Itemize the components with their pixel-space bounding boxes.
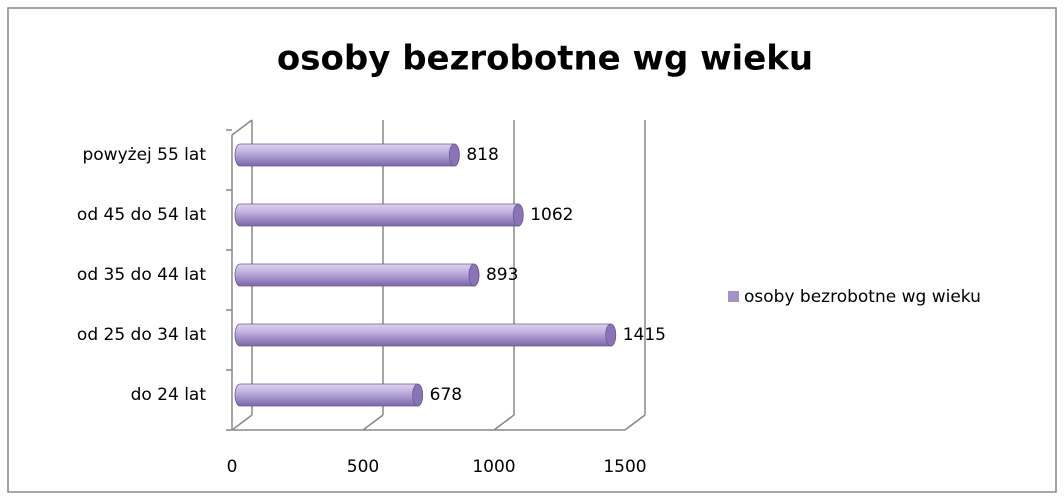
x-tick-label: 0 bbox=[227, 457, 238, 477]
x-tick-label: 500 bbox=[347, 457, 379, 477]
tick-mark bbox=[493, 414, 515, 431]
y-tick-label: od 35 do 44 lat bbox=[77, 265, 206, 285]
data-label: 893 bbox=[486, 265, 518, 285]
x-tick-label: 1000 bbox=[472, 457, 515, 477]
bar-cap bbox=[412, 383, 424, 407]
tick-mark bbox=[362, 414, 384, 431]
legend-label: osoby bezrobotne wg wieku bbox=[744, 287, 981, 307]
bar bbox=[234, 383, 423, 407]
y-tick-label: od 25 do 34 lat bbox=[77, 325, 206, 345]
tick-mark bbox=[231, 414, 253, 431]
chart-border bbox=[7, 7, 1057, 493]
bar bbox=[234, 143, 460, 167]
data-label: 678 bbox=[430, 385, 462, 405]
data-label: 1415 bbox=[623, 325, 666, 345]
data-label: 1062 bbox=[530, 205, 573, 225]
tick-mark bbox=[624, 414, 646, 431]
bar-cap bbox=[605, 323, 617, 347]
axis-line bbox=[231, 119, 253, 136]
y-tick-label: od 45 do 54 lat bbox=[77, 205, 206, 225]
y-tick-label: powyżej 55 lat bbox=[82, 145, 206, 165]
bar-cap bbox=[512, 203, 524, 227]
bar-cap bbox=[448, 143, 460, 167]
bar bbox=[234, 323, 617, 347]
legend-swatch bbox=[728, 291, 739, 302]
x-tick-label: 1500 bbox=[603, 457, 646, 477]
bar bbox=[234, 263, 480, 287]
y-tick-label: do 24 lat bbox=[131, 385, 207, 405]
bar bbox=[234, 203, 524, 227]
bar-cap bbox=[468, 263, 480, 287]
chart-title: osoby bezrobotne wg wieku bbox=[277, 39, 813, 79]
data-label: 818 bbox=[466, 145, 498, 165]
